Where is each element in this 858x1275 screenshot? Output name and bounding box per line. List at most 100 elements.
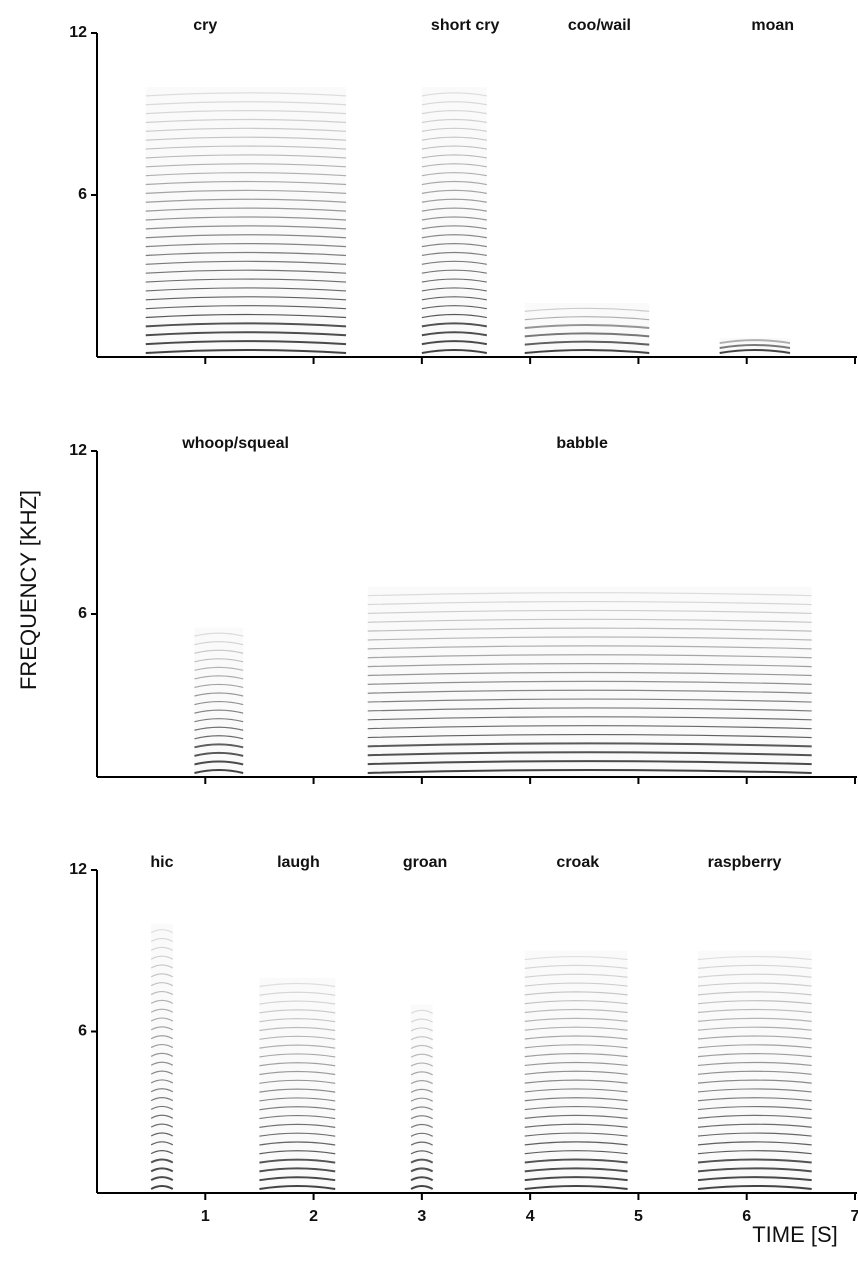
harmonic [421,260,487,265]
harmonic [150,990,174,996]
harmonic [697,991,812,996]
harmonic [145,243,347,248]
x-axis-label: TIME [S] [752,1222,838,1247]
harmonic [259,1079,336,1084]
harmonic [259,1000,336,1005]
harmonic [367,733,812,739]
call-extent [525,303,650,357]
harmonic [719,349,791,354]
harmonic [421,331,488,337]
harmonic [524,1141,628,1146]
harmonic [194,760,244,766]
harmonic [410,1080,433,1085]
harmonic [145,127,347,132]
x-tick-label: 4 [526,1208,535,1225]
harmonic [145,110,347,115]
harmonic [410,1027,433,1032]
harmonic [410,1123,433,1129]
harmonic [524,1167,628,1173]
harmonic [194,666,244,671]
harmonic [150,1158,174,1164]
harmonic [524,1114,628,1120]
harmonic [259,1176,336,1182]
call [524,303,650,357]
harmonic [410,1176,434,1182]
harmonic [150,964,174,969]
harmonic [259,1062,336,1067]
harmonic [524,349,650,354]
harmonic [697,1176,812,1182]
harmonic [194,743,244,749]
harmonic [421,110,487,115]
harmonic [259,1141,336,1146]
harmonic [410,1132,433,1137]
harmonic [410,1115,433,1120]
harmonic [421,145,487,150]
harmonic [145,189,347,194]
harmonic [150,1043,174,1049]
y-tick-label: 6 [78,605,87,622]
harmonic [410,1062,433,1067]
harmonic [145,172,347,177]
harmonic [421,216,487,221]
harmonic [145,260,347,265]
call-label: coo/wail [568,17,631,34]
harmonic [421,207,487,212]
harmonic [697,1150,812,1155]
harmonic [421,287,487,292]
harmonic [194,709,244,714]
call [194,632,244,774]
harmonic [410,1044,433,1050]
harmonic [150,999,174,1004]
harmonic [259,1132,336,1137]
harmonic [421,154,487,159]
harmonic [524,1061,628,1067]
harmonic [697,973,812,978]
harmonic [524,1176,628,1182]
harmonic [697,1167,812,1173]
harmonic [150,955,174,960]
harmonic [697,1044,812,1049]
call [410,1005,434,1193]
harmonic [524,1088,628,1093]
harmonic [150,1026,174,1031]
harmonic [410,1106,433,1111]
harmonic [367,742,812,748]
harmonic [421,269,487,274]
harmonic [410,1088,433,1093]
x-tick-label: 2 [309,1208,318,1225]
harmonic [421,234,487,239]
harmonic [259,1097,336,1102]
harmonic [259,1044,336,1049]
call-extent [411,1005,433,1193]
call [421,92,488,354]
harmonic [410,1167,434,1173]
harmonic [524,1053,628,1058]
call [697,955,812,1190]
harmonic [524,1017,628,1022]
harmonic [194,683,244,689]
call-label: whoop/squeal [181,435,289,452]
y-tick-label: 6 [78,186,87,203]
harmonic [259,1026,336,1032]
call [719,339,791,354]
harmonic [697,955,812,961]
harmonic [194,700,244,706]
harmonic [145,207,347,212]
call-label: babble [556,435,608,452]
harmonic [259,1185,336,1190]
call-label: moan [751,17,794,34]
harmonic [150,1123,174,1128]
harmonic [421,163,487,168]
harmonic [410,1150,433,1155]
harmonic [719,344,791,350]
harmonic [697,1061,812,1067]
harmonic [524,955,628,961]
harmonic [410,1053,433,1058]
harmonic [410,1009,433,1014]
harmonic [367,600,812,606]
harmonic [150,1185,174,1190]
harmonic [524,1070,628,1075]
harmonic [410,1158,434,1164]
harmonic [145,287,347,292]
